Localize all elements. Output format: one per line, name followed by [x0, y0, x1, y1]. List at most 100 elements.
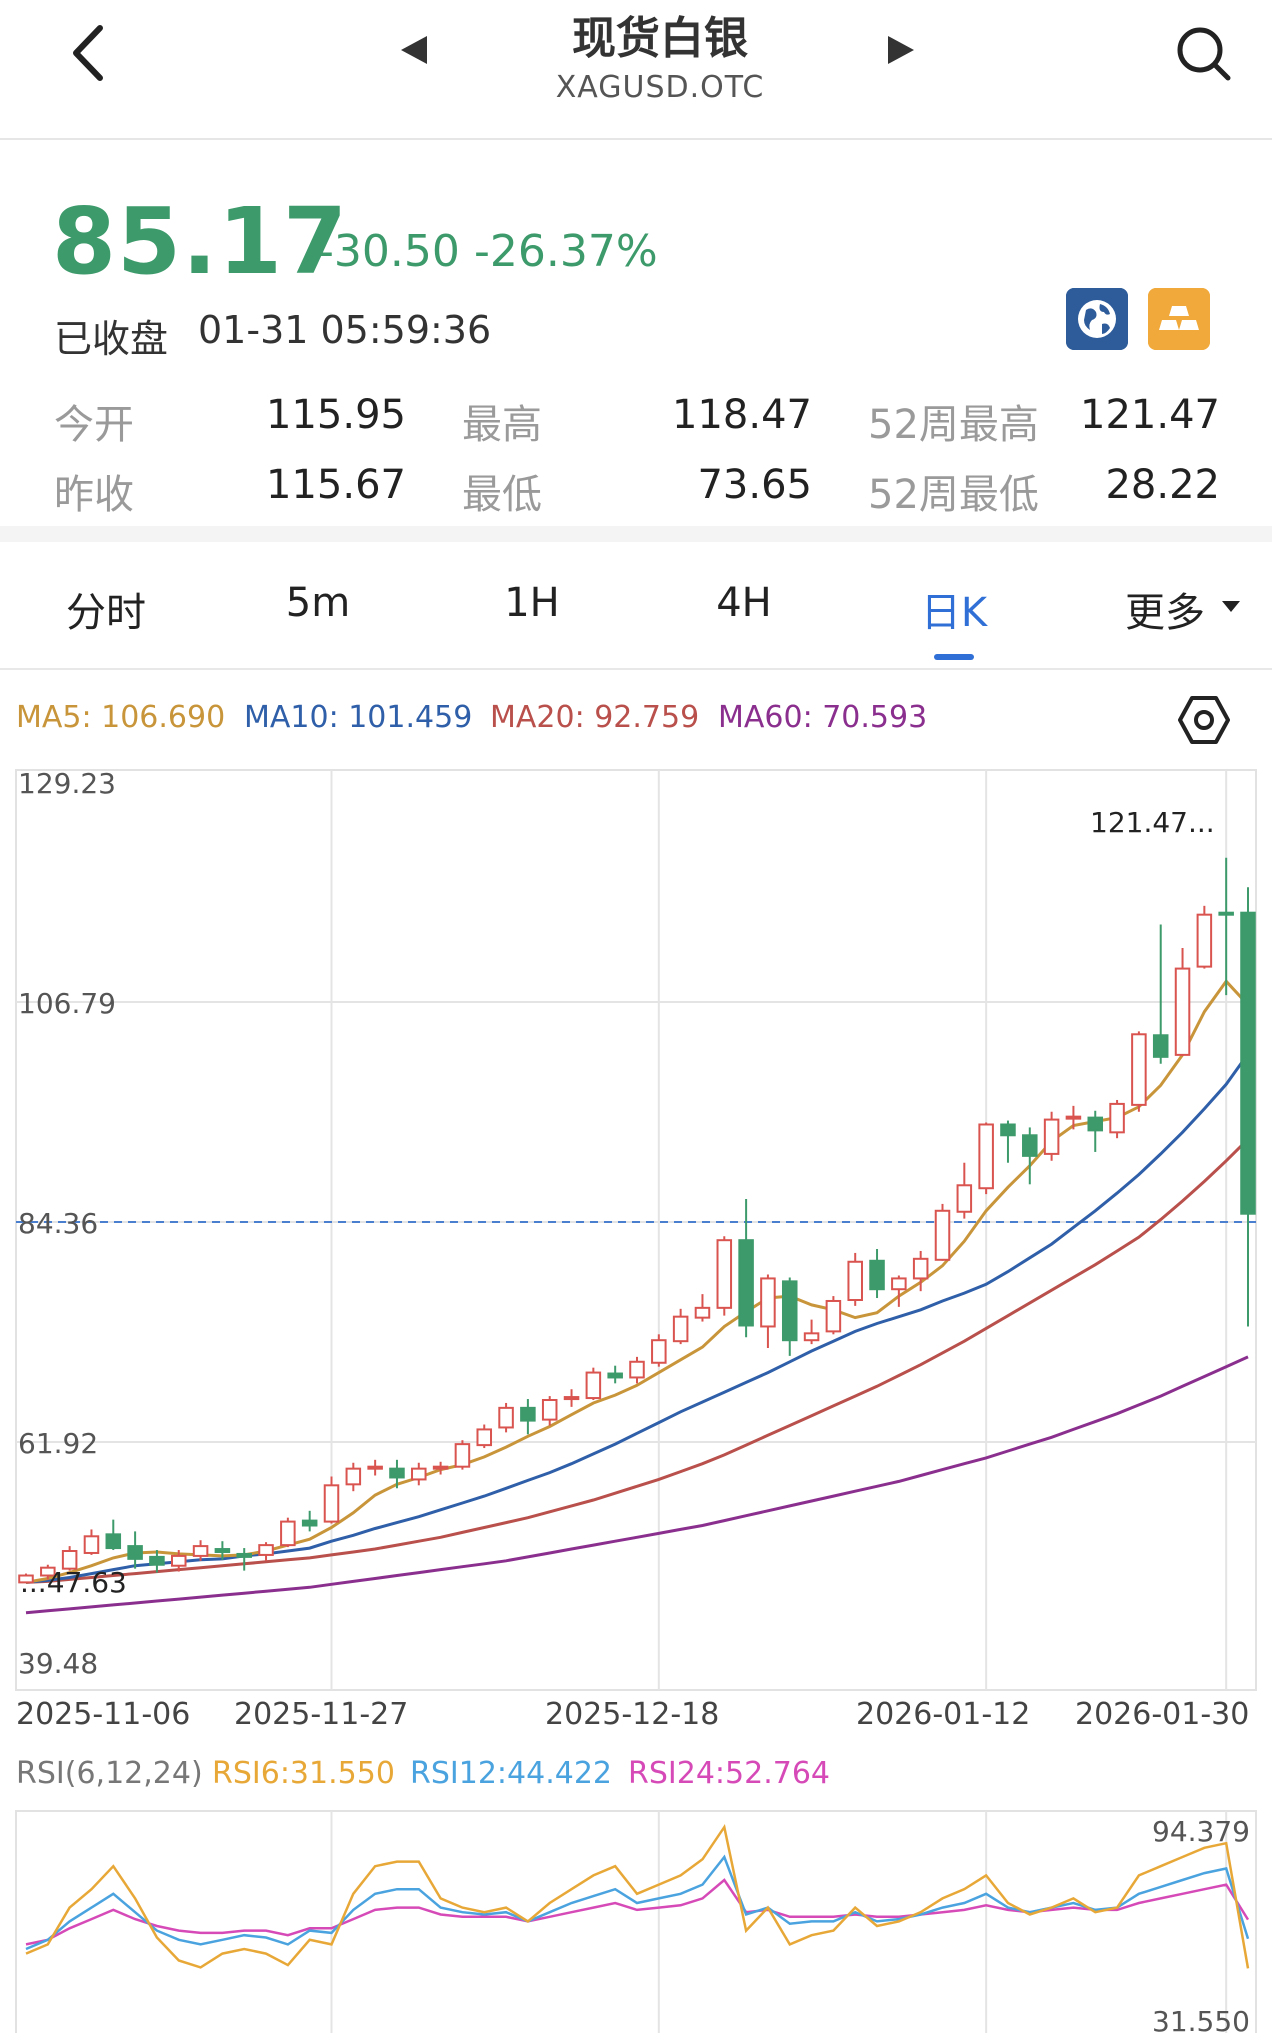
section-separator [0, 526, 1272, 542]
candle-body [541, 1399, 558, 1421]
candle-body [192, 1545, 209, 1557]
candle-body [803, 1332, 820, 1342]
ma20-label: MA20: 92.759 [490, 700, 700, 735]
candle-body [891, 1277, 907, 1291]
candle-body [1174, 967, 1191, 1056]
rsi6-label: RSI6:31.550 [212, 1756, 395, 1791]
rsi-max-annotation: 94.379 [1152, 1815, 1250, 1848]
candle-body [61, 1550, 78, 1570]
prev-close-value: 115.67 [266, 462, 406, 508]
candle-body [236, 1552, 252, 1558]
candle-body [716, 1239, 733, 1309]
52w-high-label: 52周最高 [868, 402, 1039, 448]
y-tick-label: 39.48 [18, 1647, 98, 1680]
candlestick-chart[interactable]: 129.23 106.79 84.36 61.92 39.48 2025-11-06 202… [0, 740, 1272, 1740]
candle-body [978, 1123, 994, 1190]
candle-body [476, 1428, 493, 1447]
globe-icon[interactable] [1066, 288, 1128, 350]
ma10-line [25, 1053, 1250, 1584]
prev-close-label: 昨收 [54, 472, 134, 518]
gold-bar-icon[interactable] [1148, 288, 1210, 350]
last-price: 85.17 [52, 188, 349, 295]
caret-down-icon[interactable] [1220, 598, 1242, 614]
active-tab-indicator [934, 654, 974, 660]
ma5-label: MA5: 106.690 [16, 700, 226, 735]
high-label: 最高 [462, 402, 542, 448]
candle-body [760, 1277, 776, 1328]
x-tick-label: 2025-12-18 [545, 1697, 719, 1732]
candle-body [1022, 1134, 1038, 1157]
tab-5m[interactable]: 5m [285, 580, 351, 626]
x-tick-label: 2026-01-12 [856, 1697, 1030, 1732]
candle-body [912, 1257, 929, 1280]
candle-body [301, 1519, 318, 1527]
rsi-chart[interactable]: 94.379 31.550 [0, 1803, 1272, 2033]
candle-body [1000, 1123, 1016, 1137]
page-title: 现货白银 [572, 13, 748, 64]
candle-body [738, 1239, 754, 1327]
candle-body [825, 1299, 842, 1333]
candle-body [869, 1259, 885, 1291]
y-tick-label: 61.92 [18, 1427, 98, 1460]
candle-body [258, 1544, 274, 1556]
candle-body [389, 1467, 405, 1479]
rsi-frame [15, 1810, 1257, 2033]
x-tick-label: 2026-01-30 [1075, 1697, 1249, 1732]
y-tick-label: 106.79 [18, 987, 116, 1020]
open-label: 今开 [54, 402, 134, 448]
candle-body [1196, 913, 1213, 968]
candle-body [847, 1260, 863, 1301]
candle-body [18, 1574, 34, 1584]
price-change: -30.50 [318, 226, 460, 277]
candle-body [367, 1465, 383, 1470]
high-value: 118.47 [672, 392, 812, 438]
candle-body [694, 1306, 711, 1319]
candle-body [1152, 1034, 1169, 1058]
market-status: 已收盘 [54, 317, 169, 361]
tab-4h[interactable]: 4H [716, 580, 772, 626]
open-value: 115.95 [266, 392, 406, 438]
back-icon[interactable] [62, 18, 122, 88]
candle-body [585, 1371, 602, 1400]
search-icon[interactable] [1168, 18, 1238, 88]
triangle-right-icon[interactable] [880, 30, 920, 70]
candle-body [280, 1520, 296, 1547]
candle-body [40, 1566, 56, 1577]
y-tick-label: 129.23 [18, 767, 116, 800]
x-tick-label: 2025-11-27 [234, 1697, 408, 1732]
tab-timeshare[interactable]: 分时 [66, 590, 146, 636]
candle-body [170, 1554, 187, 1567]
top-bar: 现货白银 XAGUSD.OTC [0, 0, 1272, 140]
candle-body [651, 1339, 667, 1364]
candle-body [83, 1535, 100, 1554]
candle-body [105, 1533, 122, 1550]
ma20-line [25, 1138, 1250, 1584]
rsi24-label: RSI24:52.764 [628, 1756, 830, 1791]
candle-body [607, 1372, 623, 1379]
candle-body [323, 1484, 340, 1523]
tab-daily-k[interactable]: 日K [920, 590, 988, 636]
tab-more[interactable]: 更多 [1125, 590, 1205, 636]
candle-body [149, 1555, 165, 1566]
candle-body [127, 1545, 143, 1560]
tab-1h[interactable]: 1H [504, 580, 560, 626]
triangle-left-icon[interactable] [395, 30, 435, 70]
candle-body [214, 1548, 231, 1553]
rsi-title: RSI(6,12,24) [16, 1756, 203, 1791]
candle-body [956, 1184, 973, 1213]
x-tick-label: 2025-11-06 [16, 1697, 190, 1732]
min-annotation: ...47.63 [20, 1566, 127, 1599]
low-value: 73.65 [697, 462, 812, 508]
candle-body [1240, 911, 1256, 1215]
candle-body [672, 1315, 689, 1343]
52w-low-label: 52周最低 [868, 472, 1039, 518]
ma10-label: MA10: 101.459 [244, 700, 473, 735]
candle-body [934, 1209, 951, 1261]
rsi12-label: RSI12:44.422 [410, 1756, 612, 1791]
ma60-line [25, 1355, 1249, 1615]
settings-icon[interactable] [1178, 694, 1230, 746]
symbol-code: XAGUSD.OTC [555, 70, 765, 105]
candle-body [1043, 1118, 1060, 1155]
quote-time: 01-31 05:59:36 [198, 308, 492, 352]
candle-body [411, 1467, 427, 1481]
